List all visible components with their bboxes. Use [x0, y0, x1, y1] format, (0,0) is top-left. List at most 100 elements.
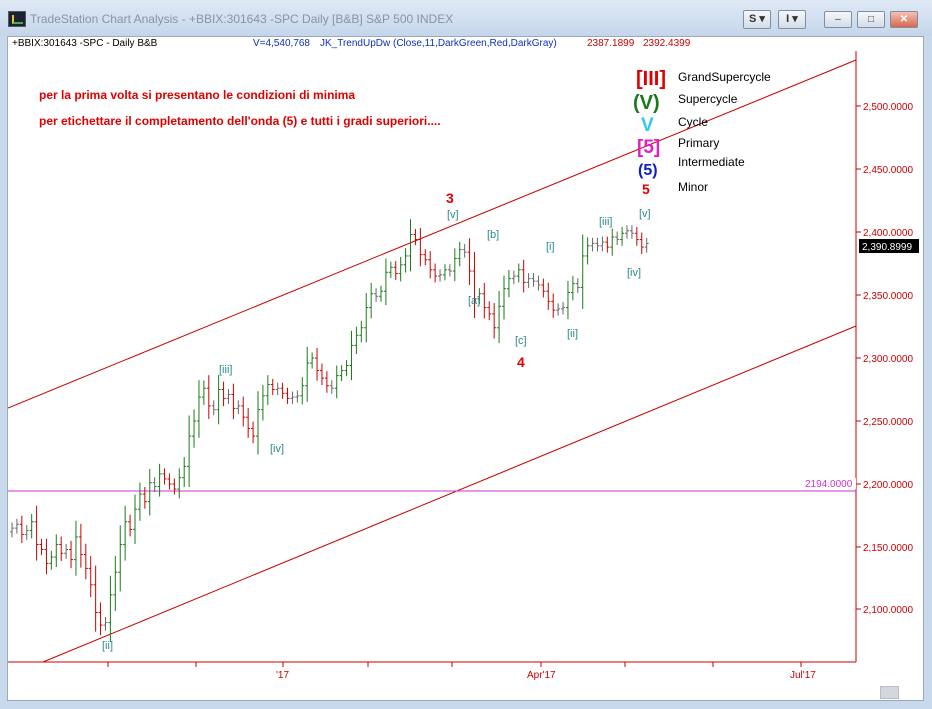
date-axis: '17 Apr'17 Jul'17: [107, 662, 816, 681]
wave-degree-legend: [III] GrandSupercycle (V) Supercycle V C…: [633, 68, 771, 197]
ohlc-bar: [467, 238, 472, 285]
ohlc-bar: [265, 375, 270, 406]
ohlc-bar: [192, 409, 197, 448]
ohlc-bar: [383, 258, 388, 306]
ohlc-bar: [315, 347, 320, 381]
maximize-button[interactable]: □: [857, 11, 885, 28]
legend-name-primary: Primary: [678, 136, 719, 150]
ohlc-bar: [585, 237, 590, 265]
ohlc-bar: [561, 302, 566, 315]
ohlc-bar: [354, 326, 359, 354]
ohlc-bar: [216, 374, 221, 425]
price-tick-label: 2,300.0000: [863, 354, 913, 365]
ohlc-bar: [172, 478, 177, 495]
ohlc-bar: [137, 482, 142, 521]
ohlc-bar: [44, 538, 49, 575]
ohlc-bar: [49, 550, 54, 570]
ohlc-bar: [142, 487, 147, 509]
ohlc-bar: [541, 278, 546, 298]
legend-name-minor: Minor: [678, 180, 708, 194]
tradestation-app-icon: [8, 11, 26, 27]
ohlc-bar: [447, 264, 452, 277]
last-price-label: 2,390.8999: [862, 242, 912, 253]
ohlc-bar: [270, 378, 275, 396]
ohlc-bar: [69, 540, 74, 569]
price-tick-label: 2,400.0000: [863, 228, 913, 239]
price-tick-label: 2,350.0000: [863, 291, 913, 302]
wave-label-iv: [iv]: [270, 443, 284, 455]
ohlc-bar: [290, 391, 295, 404]
ohlc-bar: [177, 468, 182, 499]
wave-label-b: [b]: [487, 229, 499, 241]
wave-label-c: [c]: [515, 335, 527, 347]
ohlc-bar: [187, 415, 192, 488]
price-bars: [10, 219, 649, 642]
wave-label-iii: [iii]: [219, 364, 232, 376]
ohlc-bar: [280, 382, 285, 399]
scrollbar-thumb[interactable]: [880, 686, 899, 699]
ohlc-bar: [442, 264, 447, 281]
horizontal-scrollbar[interactable]: [8, 684, 923, 700]
ohlc-bar: [285, 387, 290, 404]
ohlc-bar: [19, 515, 24, 543]
ohlc-bar: [88, 556, 93, 598]
ohlc-bar: [497, 290, 502, 344]
ohlc-bar: [344, 360, 349, 377]
ohlc-bar: [590, 237, 595, 252]
legend-symbol-supercycle: (V): [633, 92, 660, 114]
symbol-menu-button[interactable]: S ▾: [743, 10, 771, 29]
legend-symbol-primary: [5]: [637, 137, 660, 158]
ohlc-bar: [324, 371, 329, 393]
ohlc-bar: [575, 278, 580, 293]
ohlc-bar: [423, 249, 428, 266]
ohlc-bar: [502, 275, 506, 320]
status-value-2: 2392.4399: [643, 38, 691, 49]
minimize-button[interactable]: –: [824, 11, 852, 28]
ohlc-bar: [511, 270, 516, 285]
ohlc-bar: [349, 330, 354, 381]
ohlc-bar: [639, 232, 644, 255]
ohlc-bar: [123, 505, 128, 561]
legend-symbol-cycle: V: [641, 115, 654, 136]
legend-symbol-grandsupercycle: [III]: [636, 68, 666, 90]
wave-label-a: [a]: [468, 295, 480, 307]
wave-label-i-2: [i]: [546, 241, 555, 253]
ohlc-bar: [516, 263, 521, 283]
window-titlebar: TradeStation Chart Analysis - +BBIX:3016…: [0, 0, 932, 36]
ohlc-bar: [231, 383, 236, 420]
ohlc-bar: [93, 565, 98, 632]
ohlc-bar: [418, 227, 423, 267]
ohlc-bar: [477, 288, 482, 305]
close-button[interactable]: ✕: [890, 11, 918, 28]
ohlc-bar: [133, 494, 137, 544]
ohlc-bar: [506, 270, 511, 298]
status-indicator: JK_TrendUpDw (Close,11,DarkGreen,Red,Dar…: [320, 38, 557, 49]
legend-name-grandsupercycle: GrandSupercycle: [678, 70, 771, 84]
ohlc-bar: [29, 513, 34, 539]
ohlc-bar: [196, 380, 201, 438]
ohlc-bar: [408, 219, 413, 272]
ohlc-bar: [305, 346, 310, 402]
ohlc-bar: [295, 390, 300, 403]
chart-window[interactable]: +BBIX:301643 -SPC - Daily B&B V=4,540,76…: [7, 36, 924, 701]
wave-label-ii-2: [ii]: [567, 328, 578, 340]
ohlc-bar: [482, 282, 487, 319]
interval-menu-button[interactable]: I ▾: [778, 10, 806, 29]
price-chart[interactable]: 2194.0000 2,500.0000 2,450.0000 2,400.00…: [8, 37, 923, 700]
ohlc-bar: [369, 282, 374, 319]
ohlc-bar: [157, 463, 162, 497]
price-tick-label: 2,250.0000: [863, 417, 913, 428]
legend-symbol-intermediate: (5): [638, 162, 658, 179]
ohlc-bar: [260, 384, 265, 421]
ohlc-bar: [374, 288, 379, 302]
ohlc-bar: [433, 263, 438, 283]
ohlc-bar: [546, 282, 551, 310]
ohlc-bar: [300, 377, 305, 405]
note-line-2: per etichettare il completamento dell'on…: [39, 114, 441, 128]
ohlc-bar: [103, 617, 108, 631]
ohlc-bar: [398, 256, 403, 282]
ohlc-bar: [10, 522, 14, 538]
ohlc-bar: [147, 468, 152, 516]
wave-label-minor-3: 3: [446, 190, 454, 206]
ohlc-bar: [620, 226, 625, 246]
